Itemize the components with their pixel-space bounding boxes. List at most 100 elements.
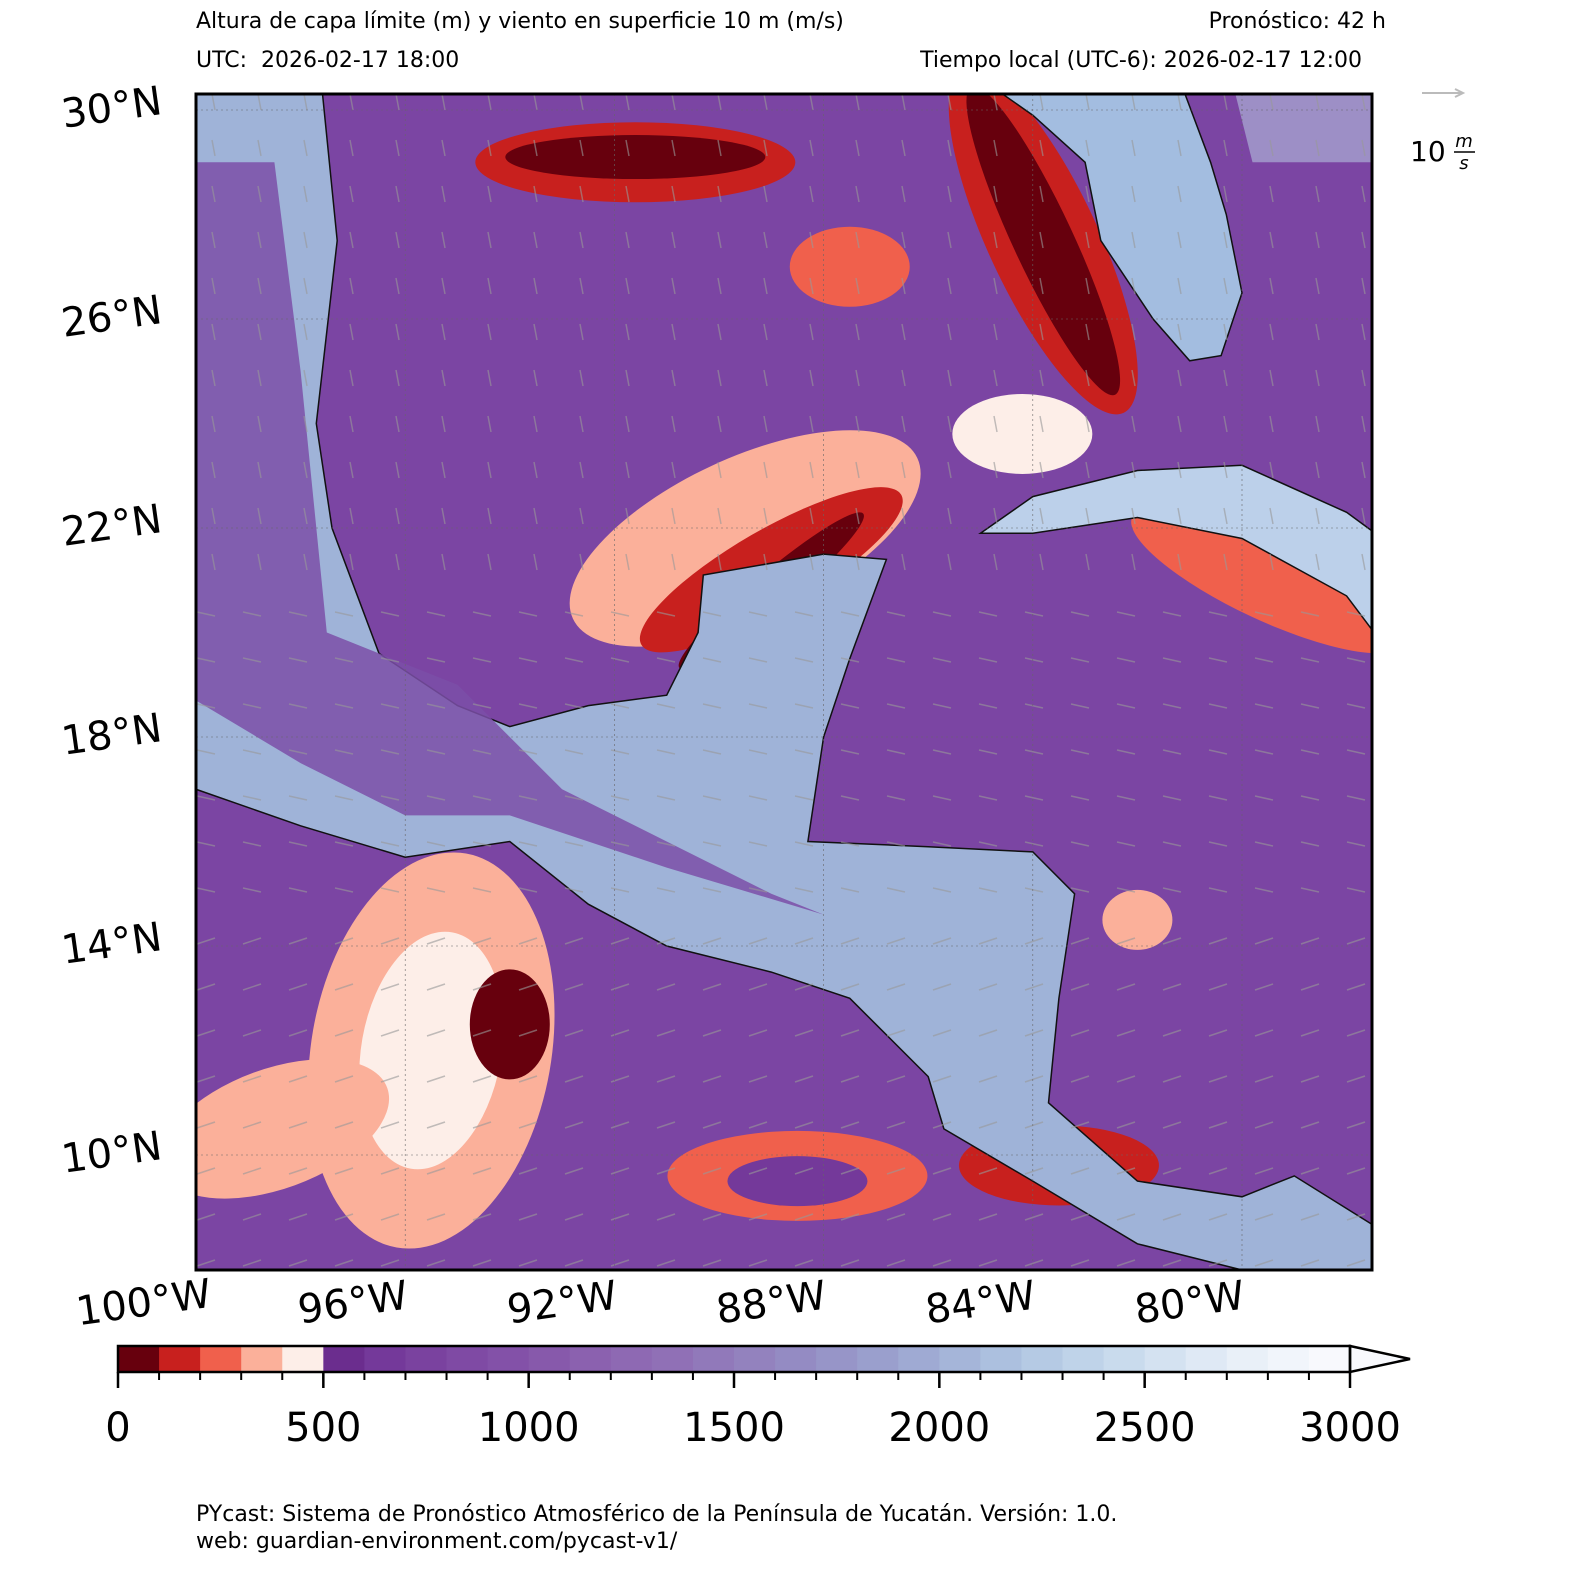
wind-arrow — [426, 1259, 446, 1267]
wind-arrow — [487, 185, 492, 203]
wind-arrow — [840, 795, 860, 801]
wind-arrow — [656, 1029, 676, 1037]
wind-arrow — [579, 277, 584, 295]
wind-arrow — [656, 1075, 676, 1083]
wind-arrow — [564, 1075, 584, 1083]
wind-arrow — [656, 749, 676, 755]
reference-speed: 10 — [1410, 135, 1446, 168]
wind-arrow — [1223, 415, 1228, 433]
wind-arrow — [717, 553, 722, 571]
wind-arrow — [472, 1167, 492, 1175]
wind-arrow — [380, 611, 400, 617]
wind-arrow — [901, 461, 906, 479]
wind-arrow — [886, 749, 906, 755]
wind-arrow — [518, 1167, 538, 1175]
wind-arrow — [395, 139, 400, 157]
wind-arrow — [334, 703, 354, 709]
wind-arrow — [441, 277, 446, 295]
colorbar-tick-label: 3000 — [1299, 1405, 1401, 1451]
wind-arrow — [441, 323, 446, 341]
wind-arrow — [334, 795, 354, 801]
wind-arrow — [748, 1075, 768, 1083]
wind-arrow — [518, 611, 538, 617]
wind-arrow — [855, 94, 860, 111]
wind-arrow — [1131, 139, 1136, 157]
wind-arrow — [441, 94, 446, 111]
wind-arrow — [1070, 887, 1090, 893]
wind-arrow — [1254, 841, 1274, 847]
wind-arrow — [1346, 1121, 1366, 1129]
wind-arrow — [1131, 94, 1136, 111]
wind-arrow — [1346, 1259, 1366, 1267]
wind-arrow — [1208, 657, 1228, 663]
colorbar-segment — [405, 1346, 448, 1372]
wind-arrow — [1315, 277, 1320, 295]
wind-arrow — [1085, 277, 1090, 295]
wind-arrow — [1162, 795, 1182, 801]
wind-arrow — [1162, 749, 1182, 755]
wind-arrow — [303, 415, 308, 433]
wind-arrow — [840, 749, 860, 755]
wind-arrow — [472, 983, 492, 991]
wind-arrow — [1162, 1029, 1182, 1037]
wind-arrow — [748, 841, 768, 847]
wind-arrow — [702, 611, 722, 617]
wind-arrow — [518, 1213, 538, 1221]
wind-arrow — [993, 231, 998, 249]
wind-arrow — [717, 415, 722, 433]
lon-tick-label: 88°W — [713, 1273, 829, 1334]
wind-arrow — [380, 1075, 400, 1083]
wind-arrow — [1300, 657, 1320, 663]
wind-arrow — [288, 937, 308, 945]
wind-arrow — [1085, 461, 1090, 479]
wind-arrow — [610, 887, 630, 893]
wind-arrow — [1162, 1121, 1182, 1129]
wind-arrow — [1300, 1259, 1320, 1267]
wind-arrow — [1070, 937, 1090, 945]
wind-arrow — [978, 1075, 998, 1083]
wind-arrow — [1039, 231, 1044, 249]
wind-arrow — [625, 139, 630, 157]
wind-arrow — [1039, 139, 1044, 157]
wind-arrow — [702, 1075, 722, 1083]
wind-arrow — [809, 94, 814, 111]
wind-arrow — [1361, 231, 1366, 249]
colorbar-segment — [610, 1346, 653, 1372]
wind-arrow — [579, 415, 584, 433]
wind-arrow — [993, 461, 998, 479]
wind-arrow — [947, 369, 952, 387]
wind-arrow — [242, 887, 262, 893]
wind-arrow — [1208, 749, 1228, 755]
wind-arrow — [211, 461, 216, 479]
wind-arrow — [196, 1259, 216, 1267]
wind-arrow — [763, 507, 768, 525]
wind-arrow — [947, 461, 952, 479]
wind-arrow — [625, 507, 630, 525]
wind-arrow — [1024, 611, 1044, 617]
wind-arrow — [1085, 553, 1090, 571]
wind-arrow — [625, 231, 630, 249]
wind-arrow — [1269, 185, 1274, 203]
wind-arrow — [579, 507, 584, 525]
wind-arrow — [518, 1259, 538, 1267]
wind-arrow — [1269, 231, 1274, 249]
wind-arrow — [518, 937, 538, 945]
wind-arrow — [748, 983, 768, 991]
wind-arrow — [702, 1029, 722, 1037]
wind-arrow — [196, 1167, 216, 1175]
wind-arrow — [242, 703, 262, 709]
wind-arrow — [564, 1121, 584, 1129]
wind-arrow — [487, 461, 492, 479]
wind-arrow — [794, 1075, 814, 1083]
wind-arrow — [196, 1075, 216, 1083]
wind-arrow — [1315, 553, 1320, 571]
wind-arrow — [257, 323, 262, 341]
wind-arrow — [656, 1167, 676, 1175]
wind-arrow — [610, 795, 630, 801]
colorbar-segment — [651, 1346, 694, 1372]
wind-arrow — [196, 795, 216, 801]
wind-arrow — [886, 983, 906, 991]
wind-arrow — [380, 1259, 400, 1267]
wind-arrow — [380, 795, 400, 801]
wind-arrow — [1315, 507, 1320, 525]
